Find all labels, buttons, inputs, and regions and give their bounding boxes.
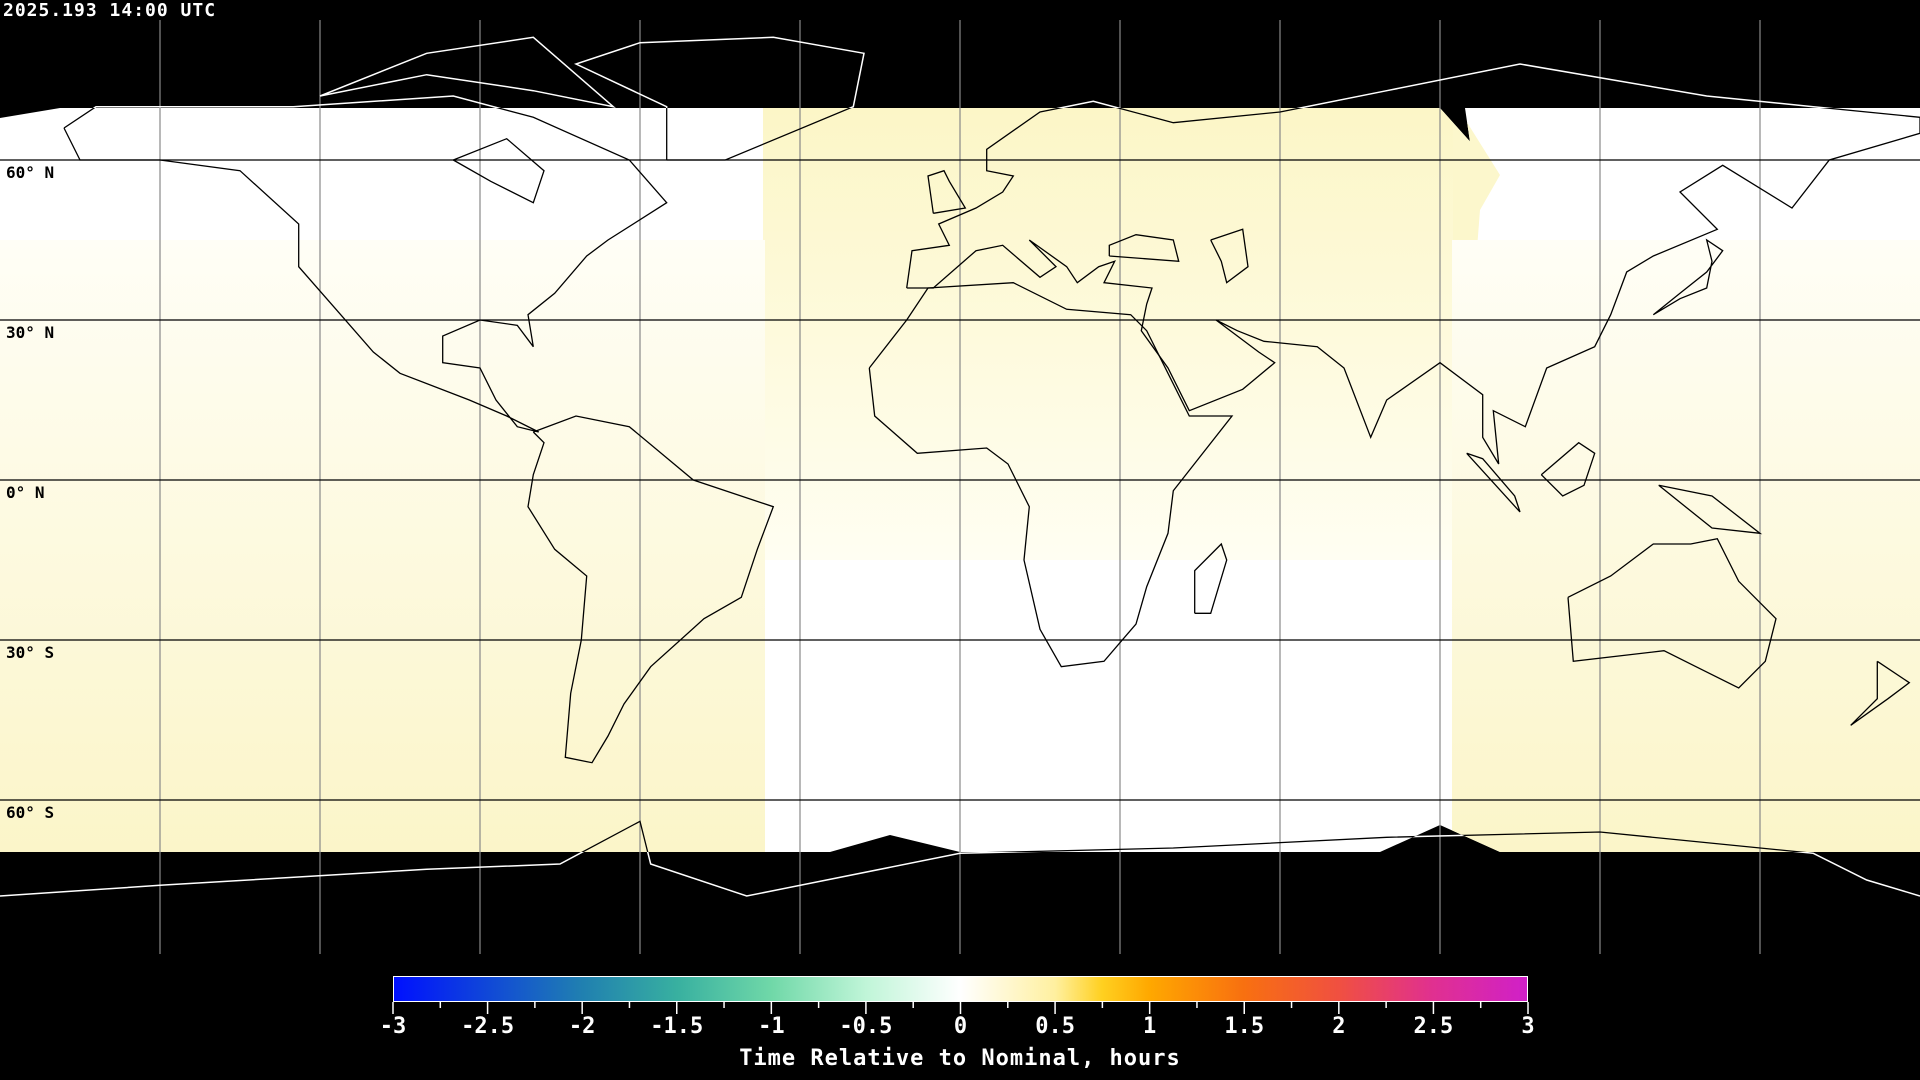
world-map — [0, 20, 1920, 954]
colorbar — [393, 976, 1528, 1002]
colorbar-title: Time Relative to Nominal, hours — [739, 1046, 1181, 1071]
coastline-borneo — [1540, 441, 1596, 497]
tint-region-southeast — [1452, 240, 1920, 852]
coastline-uk — [927, 169, 967, 214]
tint-region-southwest — [0, 240, 765, 852]
coastline-new-zealand — [1850, 660, 1911, 726]
coastline-black-sea — [1108, 234, 1180, 263]
lat-label: 30° S — [6, 643, 55, 662]
colorbar-ticks — [392, 1002, 1529, 1014]
coastline-caspian — [1210, 228, 1249, 284]
colorbar-tick-label: -0.5 — [839, 1014, 893, 1039]
tint-region-north-edge — [1453, 108, 1500, 560]
colorbar-tick-label: 2 — [1332, 1014, 1346, 1039]
coastline-hudson-bay — [452, 137, 545, 204]
coastline-madagascar — [1194, 542, 1228, 614]
colorbar-tick-label: -2 — [568, 1014, 596, 1039]
coastline-antarctica — [0, 820, 1920, 852]
coastline-sumatra — [1466, 452, 1521, 513]
lat-label: 0° N — [6, 483, 45, 502]
coastline-south-america — [527, 415, 775, 764]
timestamp: 2025.193 14:00 UTC — [3, 0, 217, 21]
colorbar-tick-label: -3 — [379, 1014, 407, 1039]
coastline-japan — [1652, 238, 1724, 316]
coastline-new-guinea — [1658, 484, 1763, 535]
colorbar-tick-label: -1 — [758, 1014, 785, 1039]
colorbar-tick-label: -2.5 — [461, 1014, 515, 1039]
graticule — [0, 20, 1920, 954]
colorbar-tick-label: 0.5 — [1035, 1014, 1075, 1039]
coastline-canadian-arctic — [319, 36, 616, 108]
tint-region-north — [763, 108, 1453, 560]
colorbar-tick-label: 1.5 — [1224, 1014, 1265, 1039]
colorbar-tick-label: 1 — [1143, 1014, 1157, 1039]
lat-label: 30° N — [6, 323, 55, 342]
coastline-africa — [868, 282, 1234, 668]
lat-label: 60° N — [6, 163, 55, 182]
coastline-eurasia — [906, 108, 1920, 465]
lat-label: 60° S — [6, 803, 55, 822]
colorbar-tick-label: -1.5 — [650, 1014, 704, 1039]
coastline-north-america — [63, 108, 668, 433]
colorbar-tick-label: 2.5 — [1413, 1014, 1454, 1039]
coastline-australia — [1567, 537, 1777, 689]
coastline-greenland — [574, 108, 865, 161]
colorbar-tick-label: 0 — [953, 1014, 968, 1039]
colorbar-tick-label: 3 — [1521, 1014, 1535, 1039]
